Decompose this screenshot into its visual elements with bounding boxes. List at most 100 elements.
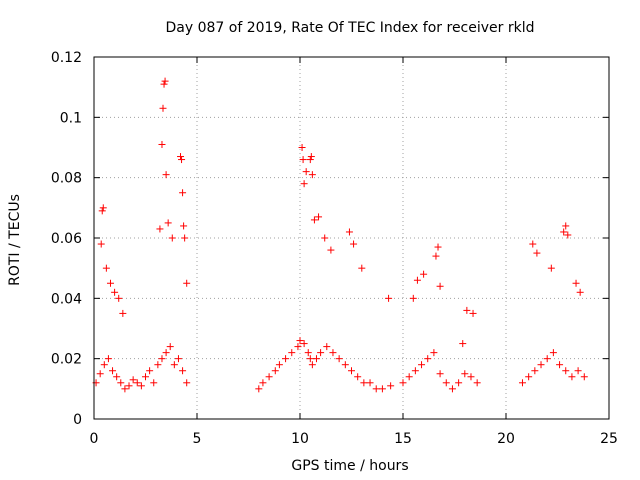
data-point <box>424 355 432 363</box>
data-point <box>473 379 481 387</box>
data-point <box>170 361 178 369</box>
data-point <box>564 231 572 239</box>
data-point <box>543 355 551 363</box>
y-axis-label: ROTI / TECUs <box>7 194 23 286</box>
data-point <box>461 370 469 378</box>
data-point <box>177 153 185 161</box>
data-point <box>133 379 141 387</box>
data-point <box>161 77 169 85</box>
data-point <box>432 252 440 260</box>
data-point <box>294 343 302 351</box>
data-point <box>158 355 166 363</box>
data-point <box>345 228 353 236</box>
y-tick-label: 0.1 <box>60 110 82 126</box>
data-point <box>162 171 170 179</box>
data-point <box>405 373 413 381</box>
data-point <box>183 379 191 387</box>
data-point <box>366 379 374 387</box>
data-point <box>315 213 323 221</box>
axis-ticks: 0 0.02 0.04 0.06 0.08 0.1 0.12 0 5 10 15 20 25 <box>51 50 618 447</box>
data-point <box>117 379 125 387</box>
data-point <box>420 270 428 278</box>
data-point <box>335 355 343 363</box>
x-tick-label: 10 <box>291 431 309 447</box>
data-point <box>518 379 526 387</box>
data-point <box>463 306 471 314</box>
data-point <box>307 153 315 161</box>
data-point <box>300 340 308 348</box>
data-point <box>160 80 168 88</box>
data-point <box>154 361 162 369</box>
data-point <box>179 367 187 375</box>
data-point <box>158 140 166 148</box>
data-point <box>96 370 104 378</box>
data-point <box>306 156 314 164</box>
data-point <box>455 379 463 387</box>
y-tick-label: 0.04 <box>51 291 82 307</box>
data-point <box>299 156 307 164</box>
data-point <box>183 279 191 287</box>
data-point <box>100 361 108 369</box>
data-point <box>180 222 188 230</box>
data-point <box>418 361 426 369</box>
data-point <box>529 240 537 248</box>
data-point <box>537 361 545 369</box>
data-point <box>321 234 329 242</box>
data-point <box>341 361 349 369</box>
data-point <box>531 367 539 375</box>
data-point <box>119 309 127 317</box>
data-point <box>385 294 393 302</box>
data-point <box>525 373 533 381</box>
data-point <box>312 355 320 363</box>
data-point <box>166 343 174 351</box>
data-point <box>387 382 395 390</box>
data-point <box>288 349 296 357</box>
y-tick-label: 0.08 <box>51 171 82 187</box>
data-point <box>378 385 386 393</box>
x-tick-label: 5 <box>193 431 202 447</box>
x-tick-label: 20 <box>497 431 515 447</box>
y-tick-label: 0 <box>73 412 82 428</box>
data-point <box>178 156 186 164</box>
data-point <box>547 264 555 272</box>
data-point <box>572 279 580 287</box>
data-point <box>409 294 417 302</box>
data-point <box>296 337 304 345</box>
data-point <box>350 240 358 248</box>
data-point <box>308 171 316 179</box>
data-point <box>436 370 444 378</box>
data-point <box>142 373 149 381</box>
data-point <box>97 240 105 248</box>
data-point <box>99 204 107 212</box>
data-point <box>459 340 467 348</box>
data-point <box>434 243 442 251</box>
data-point <box>306 355 314 363</box>
data-point <box>562 367 570 375</box>
data-point <box>146 367 154 375</box>
data-point <box>302 168 310 176</box>
x-tick-label: 0 <box>90 431 99 447</box>
y-tick-label: 0.06 <box>51 231 82 247</box>
data-point <box>125 382 133 390</box>
data-point <box>310 216 318 224</box>
data-point <box>560 228 568 236</box>
data-point <box>162 349 170 357</box>
data-point <box>174 355 182 363</box>
data-point <box>179 189 187 197</box>
data-point <box>102 264 110 272</box>
y-tick-label: 0.02 <box>51 352 82 368</box>
data-point <box>533 249 541 257</box>
scatter-points <box>92 77 588 393</box>
data-point <box>159 104 167 112</box>
data-point <box>549 349 557 357</box>
data-point <box>259 379 267 387</box>
data-point <box>156 225 164 233</box>
data-point <box>358 264 366 272</box>
data-point <box>300 180 308 188</box>
data-point <box>121 385 129 393</box>
data-point <box>308 361 316 369</box>
data-point <box>111 288 119 296</box>
data-point <box>430 349 438 357</box>
data-point <box>323 343 331 351</box>
